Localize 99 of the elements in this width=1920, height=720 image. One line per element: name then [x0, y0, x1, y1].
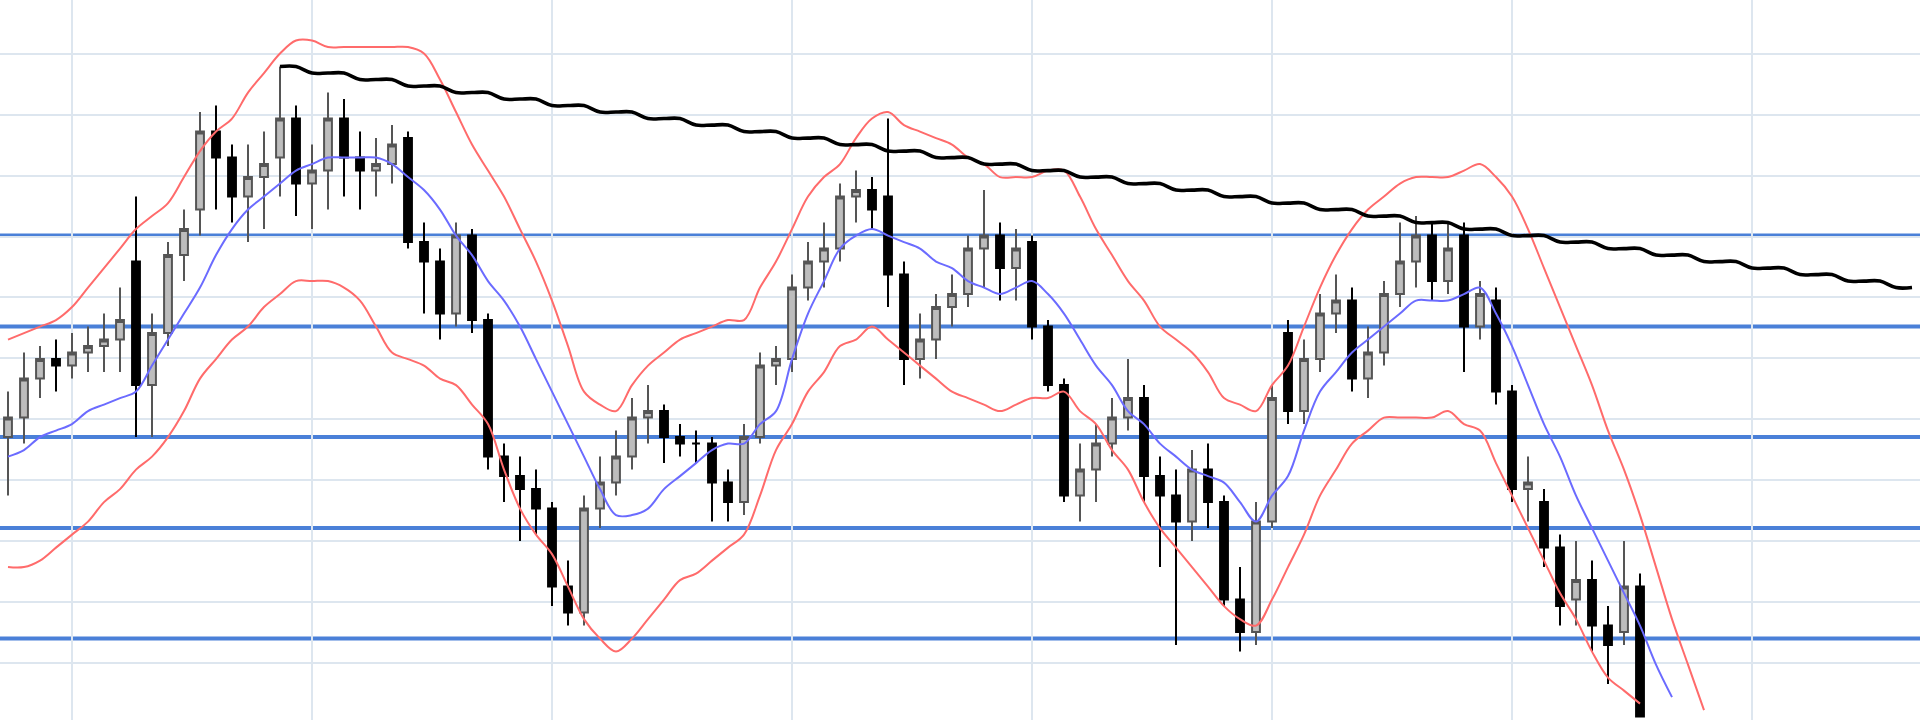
candlestick — [1251, 501, 1261, 647]
candlestick — [531, 468, 541, 536]
candlestick — [371, 137, 381, 198]
candlestick — [643, 384, 653, 445]
candlestick — [1475, 280, 1485, 341]
candlestick — [979, 189, 989, 289]
candlestick — [179, 208, 189, 283]
candlestick — [99, 312, 109, 374]
candlestick — [1219, 494, 1229, 608]
candlestick — [579, 494, 589, 627]
candlestick — [355, 130, 365, 211]
candlestick — [835, 182, 845, 263]
candlestick — [1299, 338, 1309, 426]
candlestick — [323, 91, 333, 211]
candlestick — [1571, 540, 1581, 627]
candlestick — [1091, 423, 1101, 504]
candlestick — [131, 195, 141, 439]
candlestick — [931, 293, 941, 361]
candlestick — [691, 429, 701, 465]
candlestick — [1507, 384, 1517, 504]
candlestick — [963, 234, 973, 309]
candlestick — [1139, 384, 1149, 504]
candlestick — [659, 403, 669, 465]
candlestick — [947, 273, 957, 328]
candlestick — [755, 351, 765, 445]
candlestick — [1603, 605, 1613, 686]
candlestick — [1155, 455, 1165, 569]
candlestick — [771, 345, 781, 387]
candlestick — [211, 104, 221, 211]
candlestick — [1283, 319, 1293, 426]
candlestick — [51, 338, 61, 393]
candlestick — [483, 312, 493, 471]
candlestick — [1315, 293, 1325, 374]
candlestick — [1235, 566, 1245, 653]
candlestick — [1411, 215, 1421, 289]
candlestick — [19, 351, 29, 445]
candlestick — [147, 312, 157, 439]
candlestick — [515, 455, 525, 543]
candlestick — [1267, 384, 1277, 530]
candlestick — [435, 247, 445, 341]
candlestick — [67, 332, 77, 380]
candlestick — [403, 130, 413, 250]
candlestick — [787, 273, 797, 374]
candlestick — [1363, 325, 1373, 400]
candlestick — [163, 241, 173, 348]
candlestick — [243, 143, 253, 244]
candlestick — [35, 345, 45, 400]
candlestick — [1347, 286, 1357, 393]
candlestick — [387, 124, 397, 185]
candlestick — [1443, 221, 1453, 296]
candlestick — [1635, 572, 1645, 718]
candlestick — [1059, 377, 1069, 504]
candlestick — [1011, 228, 1021, 302]
candlestick — [83, 325, 93, 374]
candlestick — [1331, 273, 1341, 335]
candlestick — [259, 130, 269, 231]
candlestick — [1395, 221, 1405, 309]
candlestick — [739, 423, 749, 517]
candlestick — [851, 169, 861, 224]
candlestick — [1523, 455, 1533, 523]
candlestick — [1171, 468, 1181, 647]
candlestick — [1107, 397, 1117, 458]
candlestick — [819, 221, 829, 289]
candlestick — [803, 241, 813, 302]
candlestick — [115, 286, 125, 374]
candlestick — [707, 436, 717, 523]
candlestick — [563, 559, 573, 627]
candlestick — [3, 390, 13, 497]
candlestick — [419, 221, 429, 315]
candlestick — [1539, 488, 1549, 569]
candlestick — [195, 111, 205, 237]
candlestick — [1587, 559, 1597, 653]
candlestick — [611, 429, 621, 497]
candlestick — [595, 455, 605, 530]
candlestick — [1123, 358, 1133, 432]
candlestick — [451, 221, 461, 328]
candlestick — [1379, 280, 1389, 367]
candlestick — [915, 312, 925, 380]
candlestick — [339, 98, 349, 198]
candlestick — [1187, 449, 1197, 543]
candlestick — [1491, 286, 1501, 406]
candlestick — [899, 260, 909, 387]
candlestick — [995, 221, 1005, 302]
candlestick — [1043, 319, 1053, 393]
candlestick — [1027, 234, 1037, 341]
candlestick — [723, 468, 733, 523]
candlestick — [1203, 442, 1213, 530]
candlestick — [307, 143, 317, 231]
candlestick — [227, 143, 237, 224]
candlestick — [1075, 442, 1085, 523]
candlestick — [1555, 533, 1565, 627]
candlestick — [291, 104, 301, 218]
candlestick — [675, 423, 685, 458]
candlestick — [627, 397, 637, 471]
candlestick — [275, 65, 285, 198]
candlestick — [467, 228, 477, 335]
candlestick — [1619, 540, 1629, 647]
candlestick — [547, 501, 557, 608]
candlestick — [867, 176, 877, 231]
